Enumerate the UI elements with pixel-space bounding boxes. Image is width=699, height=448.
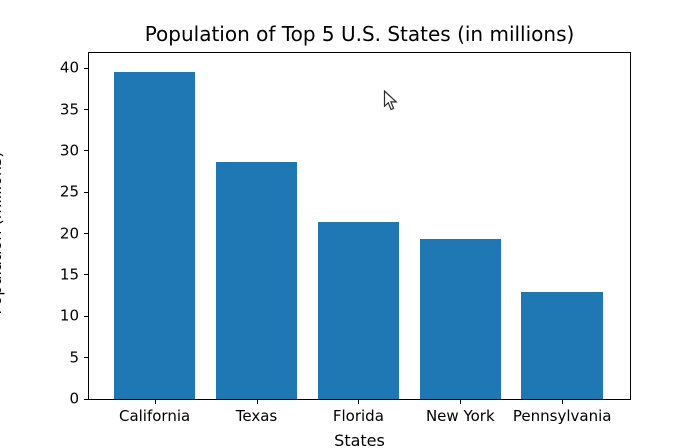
x-tick-mark xyxy=(256,399,258,404)
x-tick-mark xyxy=(460,399,462,404)
y-tick-mark xyxy=(84,191,89,193)
chart-title: Population of Top 5 U.S. States (in mill… xyxy=(144,22,575,46)
x-tick-label: Pennsylvania xyxy=(512,407,612,425)
x-tick-label: New York xyxy=(425,407,495,425)
y-axis-label: Population (millions) xyxy=(0,151,5,315)
x-tick-mark xyxy=(562,399,564,404)
plot-area: California Texas Florida New York Pennsylvan… xyxy=(60,52,631,425)
y-tick-mark xyxy=(84,67,89,69)
y-tick-mark xyxy=(84,274,89,276)
y-tick-label: 25 xyxy=(59,182,79,201)
y-tick-label: 20 xyxy=(59,224,79,243)
x-axis-label: States xyxy=(334,431,385,448)
bar-new-york xyxy=(419,239,502,399)
x-tick-label: Florida xyxy=(332,407,384,425)
y-tick-mark xyxy=(84,315,89,317)
bar-florida xyxy=(317,222,400,399)
bar-california xyxy=(113,71,196,399)
y-tick-label: 0 xyxy=(69,389,79,408)
y-tick-label: 40 xyxy=(59,58,79,77)
bar-pennsylvania xyxy=(521,292,603,399)
y-tick-label: 10 xyxy=(59,306,79,325)
x-tick-mark xyxy=(154,399,156,404)
y-tick-label: 30 xyxy=(59,141,79,160)
x-tick-label: California xyxy=(118,407,191,425)
x-tick-label: Texas xyxy=(235,407,278,425)
y-tick-mark xyxy=(84,357,89,359)
mouse-cursor-icon xyxy=(383,90,398,111)
y-tick-label: 5 xyxy=(69,348,79,367)
y-tick-mark xyxy=(84,398,89,400)
y-tick-label: 35 xyxy=(59,100,79,119)
y-tick-label: 15 xyxy=(59,265,79,284)
bar-texas xyxy=(215,161,298,399)
y-tick-mark xyxy=(84,109,89,111)
y-tick-mark xyxy=(84,233,89,235)
y-tick-mark xyxy=(84,150,89,152)
x-tick-mark xyxy=(358,399,360,404)
